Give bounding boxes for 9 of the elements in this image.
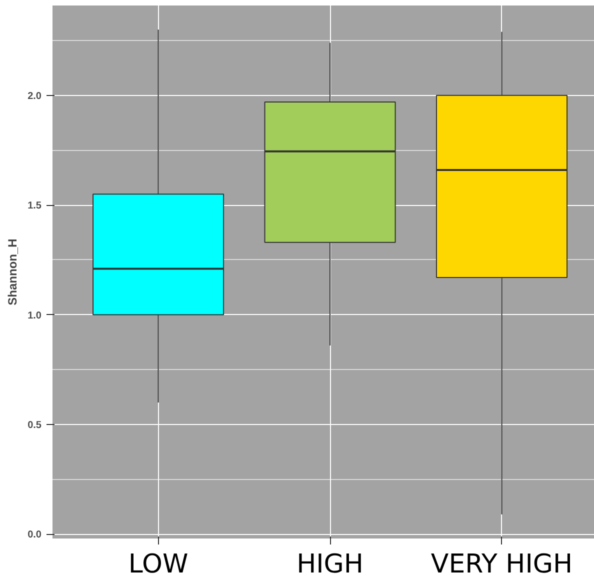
y-tick-label: 0.5 bbox=[28, 420, 42, 431]
y-axis-title: Shannon_H bbox=[6, 238, 20, 306]
x-tick-label: HIGH bbox=[296, 550, 364, 580]
x-tick-label: VERY HIGH bbox=[430, 550, 573, 580]
y-tick-label: 0.0 bbox=[28, 530, 42, 541]
x-tick-label: LOW bbox=[128, 550, 188, 580]
y-tick-label: 1.5 bbox=[28, 200, 42, 212]
y-tick-label: 1.0 bbox=[28, 310, 42, 322]
y-tick-label: 2.0 bbox=[28, 90, 42, 102]
